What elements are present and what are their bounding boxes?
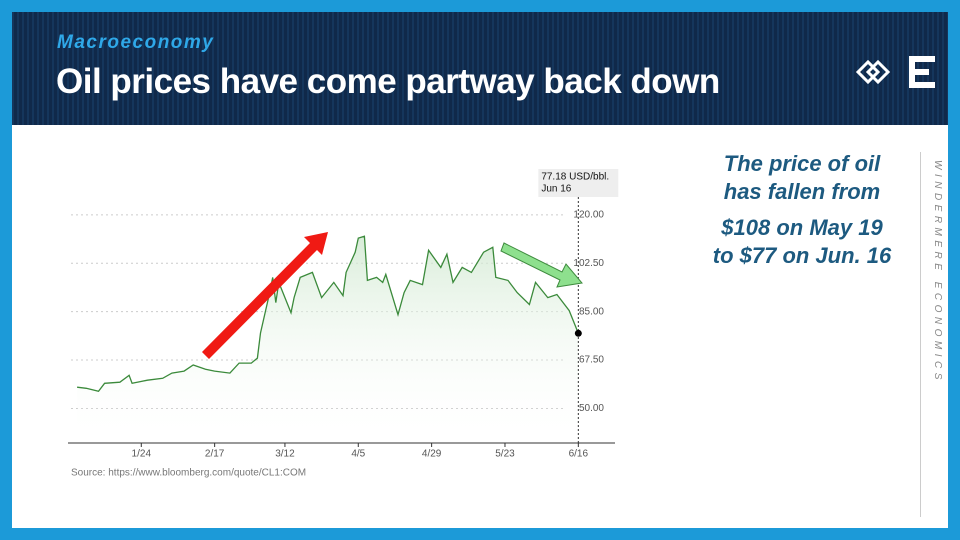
x-tick-label: 3/12 — [275, 449, 295, 460]
tooltip-box — [538, 169, 619, 197]
x-tick-label: 6/16 — [569, 449, 589, 460]
callout-line: $108 on May 19 — [721, 215, 883, 240]
y-tick-label: 50.00 — [579, 403, 604, 414]
callout-line: has fallen from — [723, 179, 881, 204]
x-tick-label: 4/5 — [351, 449, 365, 460]
up-arrow — [202, 232, 328, 359]
logo — [855, 56, 935, 88]
tooltip-value: 77.18 USD/bbl. — [541, 172, 609, 183]
divider — [920, 152, 921, 517]
slide-title: Oil prices have come partway back down — [56, 62, 720, 101]
line — [77, 235, 579, 393]
callout: The price of oil has fallen from $108 on M… — [692, 150, 912, 270]
x-tick-label: 4/29 — [422, 449, 442, 460]
x-tick-label: 1/24 — [132, 449, 152, 460]
down-arrow — [500, 242, 583, 288]
y-tick-label: 67.50 — [579, 355, 604, 366]
callout-line: The price of oil — [723, 151, 881, 176]
y-tick-label: 102.50 — [573, 258, 604, 269]
tooltip-date: Jun 16 — [541, 184, 571, 195]
brand: WINDERMERE ECONOMICS — [932, 160, 943, 384]
slide: Macroeconomy Oil prices have come partwa… — [12, 12, 948, 528]
x-tick-label: 2/17 — [205, 449, 225, 460]
x-tick-label: 5/23 — [495, 449, 515, 460]
source: Source: https://www.bloomberg.com/quote/… — [71, 468, 306, 479]
y-tick-label: 120.00 — [573, 210, 604, 221]
chart: 50.00 67.50 85.00 102.50 120.00 1/24 2/17 3/12 4… — [68, 169, 619, 479]
callout-line: to $77 on Jun. 16 — [712, 243, 892, 268]
point — [574, 329, 582, 337]
y-tick-label: 85.00 — [579, 306, 604, 317]
area — [77, 236, 579, 443]
kicker: Macroeconomy — [57, 32, 215, 53]
header: Macroeconomy Oil prices have come partwa… — [12, 12, 948, 125]
